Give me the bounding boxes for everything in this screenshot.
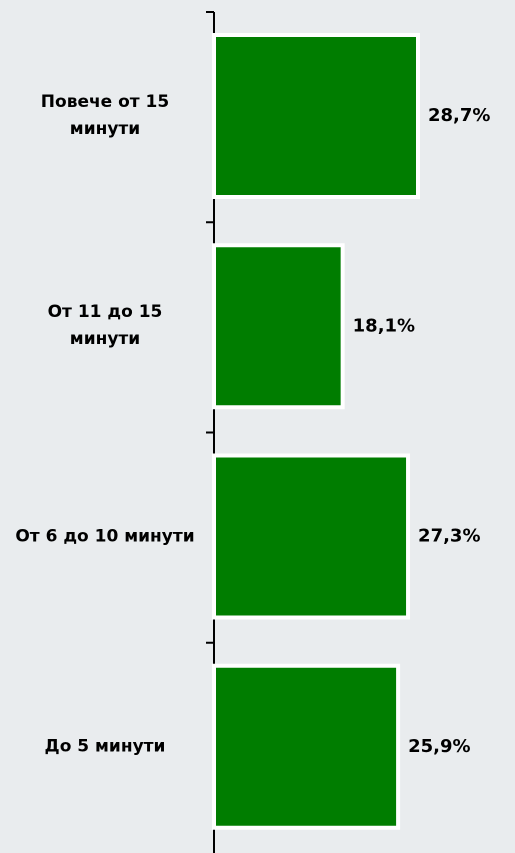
- value-label: 28,7%: [428, 105, 490, 126]
- value-label: 18,1%: [353, 315, 415, 336]
- bar: [212, 33, 420, 199]
- category-label: От 11 до 15 минути: [47, 302, 163, 350]
- bar: [212, 663, 401, 830]
- category-label: От 6 до 10 минути: [15, 526, 195, 546]
- bar: [212, 243, 345, 410]
- value-label: 25,9%: [408, 736, 470, 757]
- category-label: Повече от 15 минути: [40, 92, 170, 139]
- category-label: До 5 минути: [44, 736, 166, 757]
- bar: [212, 453, 411, 620]
- value-label: 27,3%: [418, 526, 480, 547]
